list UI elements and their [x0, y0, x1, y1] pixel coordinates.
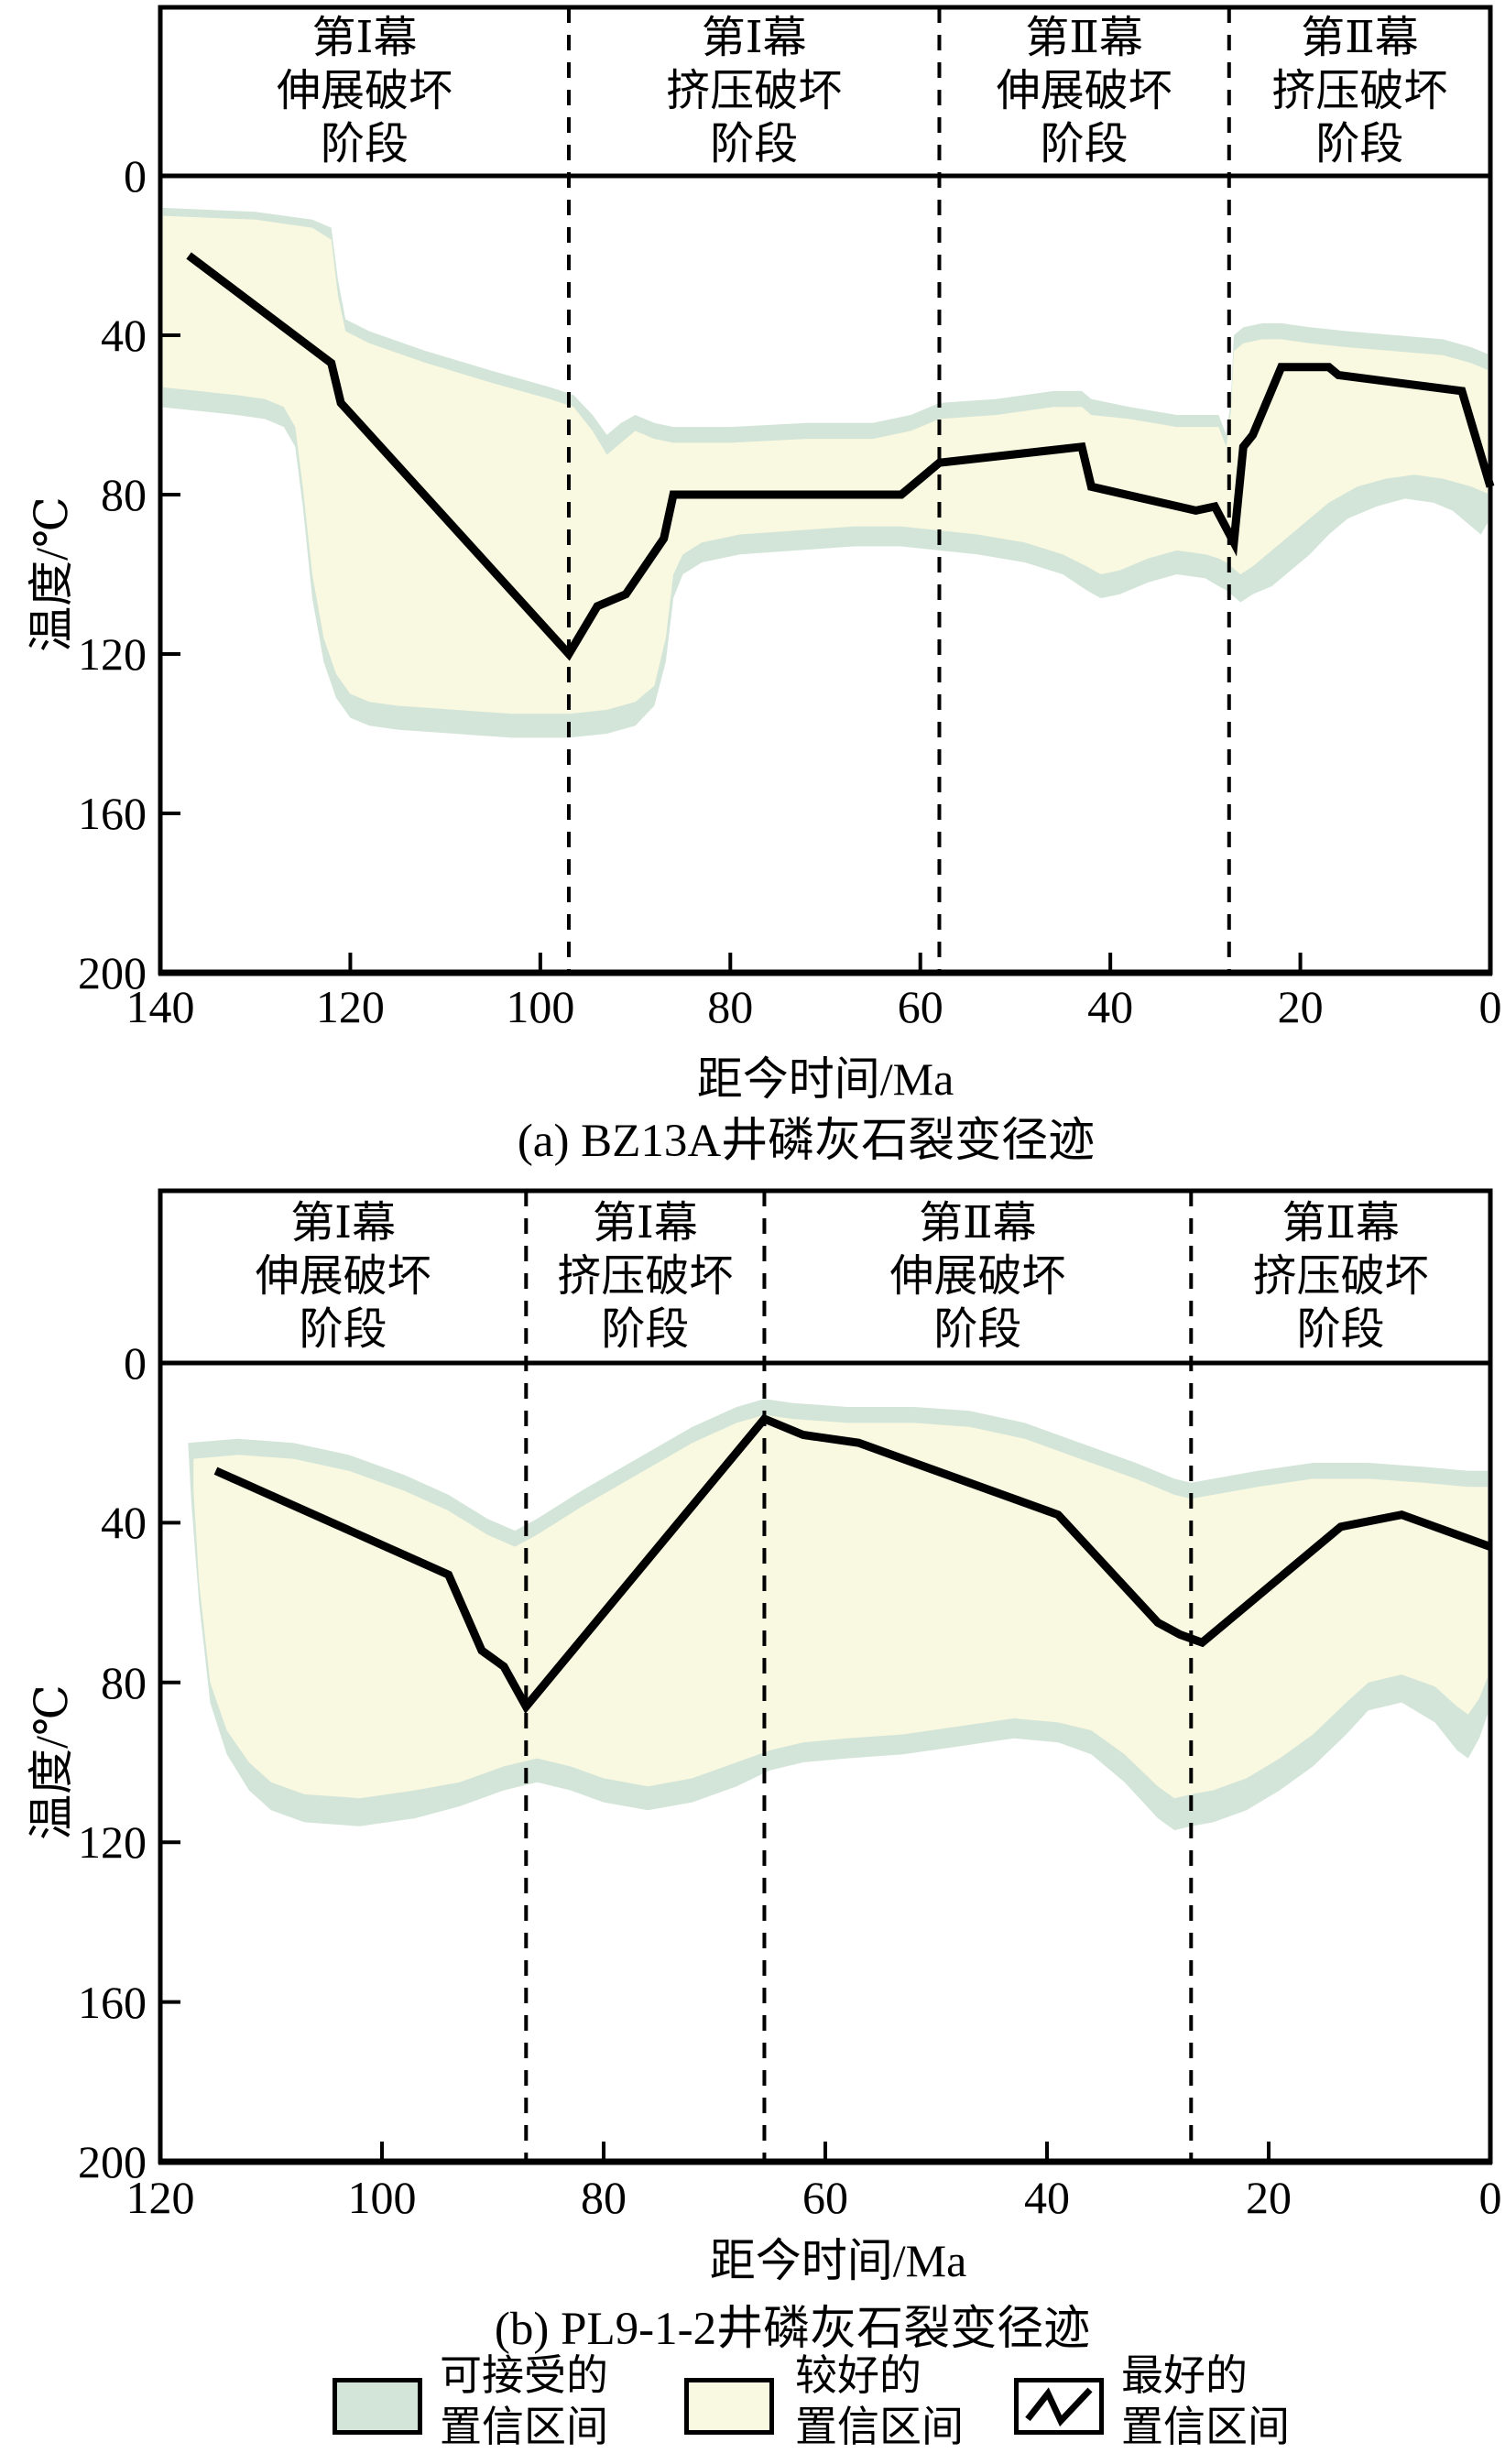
stage-label-line: 第Ⅰ幕: [701, 14, 807, 62]
caption-panel-a: (a) BZ13A井磷灰石裂变径迹: [517, 1116, 1096, 1167]
caption-panel-b: (b) PL9-1-2井磷灰石裂变径迹: [494, 2304, 1091, 2355]
stage-label-line: 第Ⅱ幕: [1025, 14, 1143, 62]
y-tick-label: 200: [78, 2136, 147, 2187]
y-tick-label: 120: [78, 1816, 147, 1869]
legend-label-line: 置信区间: [440, 2404, 608, 2450]
stage-label-b-3: 第Ⅱ幕 伸展破坏 阶段: [764, 1194, 1191, 1359]
legend-label-line: 置信区间: [795, 2404, 964, 2450]
stage-label-line: 第Ⅰ幕: [592, 1199, 698, 1248]
x-tick-label: 0: [1478, 2172, 1502, 2223]
x-tick-label: 140: [125, 981, 195, 1032]
y-tick-label: 160: [78, 1976, 147, 2028]
x-axis-title-panel-b: 距今时间/Ma: [709, 2235, 967, 2286]
stage-label-b-1: 第Ⅰ幕 伸展破坏 阶段: [160, 1194, 526, 1359]
stage-label-a-2: 第Ⅰ幕挤压破坏阶段: [569, 11, 939, 172]
y-tick-label: 40: [101, 310, 147, 361]
x-tick-label: 80: [581, 2172, 627, 2223]
x-tick-label: 80: [707, 981, 754, 1032]
stage-label-line: 伸展破坏: [996, 67, 1172, 115]
stage-label-line: 阶段: [320, 120, 409, 169]
y-tick-label: 80: [101, 469, 147, 520]
x-tick-label: 20: [1246, 2172, 1292, 2223]
best-fit-line-panel-a: [186, 252, 1495, 661]
x-tick-label: 60: [802, 2172, 848, 2223]
stage-label-a-4: 第Ⅱ幕挤压破坏阶段: [1229, 11, 1490, 172]
stage-label-line: 挤压破坏: [666, 67, 843, 115]
stage-label-line: 阶段: [1315, 120, 1404, 169]
y-tick-label: 80: [101, 1656, 147, 1708]
stage-label-line: 第Ⅱ幕: [1281, 1199, 1400, 1248]
y-axis-title-panel-b: 温度/℃: [26, 1684, 77, 1840]
x-tick-label: 60: [897, 981, 943, 1032]
stage-label-a-3: 第Ⅱ幕伸展破坏阶段: [939, 11, 1228, 172]
legend-label-line: 置信区间: [1121, 2404, 1290, 2450]
stage-label-line: 阶段: [1040, 120, 1129, 169]
x-tick-label: 40: [1024, 2172, 1070, 2223]
y-tick-label: 40: [101, 1497, 147, 1549]
stage-label-line: 挤压破坏: [1252, 1252, 1429, 1301]
x-tick-label: 100: [347, 2172, 417, 2223]
stage-label-line: 阶段: [933, 1305, 1022, 1354]
best-interval-swatch: [1014, 2378, 1104, 2435]
best-fit-line-panel-b: [213, 1413, 1492, 1714]
x-tick-label: 120: [125, 2172, 195, 2223]
better-confidence-band-panel-b: [193, 1414, 1488, 1799]
stage-label-line: 第Ⅱ幕: [919, 1199, 1037, 1248]
stage-label-line: 第Ⅱ幕: [1301, 14, 1419, 62]
acceptable-interval-label: 可接受的 置信区间: [440, 2350, 608, 2453]
y-tick-label: 120: [78, 628, 147, 680]
stage-label-line: 第Ⅰ幕: [290, 1199, 397, 1248]
stage-label-a-1: 第Ⅰ幕伸展破坏阶段: [160, 11, 569, 172]
better-interval-label: 较好的 置信区间: [795, 2350, 964, 2453]
stage-label-line: 伸展破坏: [255, 1252, 431, 1301]
stage-label-line: 挤压破坏: [1271, 67, 1448, 115]
stage-label-b-4: 第Ⅱ幕 挤压破坏 阶段: [1191, 1194, 1490, 1359]
stage-label-line: 阶段: [299, 1305, 387, 1354]
legend-label-line: 最好的: [1121, 2352, 1248, 2399]
stage-label-line: 阶段: [1296, 1305, 1385, 1354]
stage-label-line: 第Ⅰ幕: [311, 14, 418, 62]
acceptable-interval-swatch: [333, 2378, 422, 2435]
better-interval-swatch: [684, 2378, 774, 2435]
stage-label-line: 挤压破坏: [557, 1252, 734, 1301]
y-tick-label: 0: [124, 150, 147, 202]
x-tick-label: 100: [506, 981, 575, 1032]
y-tick-label: 0: [124, 1337, 147, 1389]
y-tick-label: 200: [78, 947, 147, 998]
y-tick-label: 160: [78, 788, 147, 839]
x-tick-label: 40: [1087, 981, 1134, 1032]
best-interval-label: 最好的 置信区间: [1121, 2350, 1290, 2453]
x-tick-label: 0: [1478, 981, 1502, 1032]
better-confidence-band-panel-a: [163, 215, 1488, 714]
x-tick-label: 20: [1277, 981, 1324, 1032]
stage-label-line: 伸展破坏: [276, 67, 453, 115]
best-fit-line-icon: [1025, 2387, 1093, 2427]
x-axis-title-panel-a: 距今时间/Ma: [696, 1053, 954, 1105]
legend-label-line: 可接受的: [440, 2352, 608, 2399]
stage-label-line: 阶段: [710, 120, 799, 169]
stage-label-line: 伸展破坏: [889, 1252, 1066, 1301]
stage-label-line: 阶段: [601, 1305, 690, 1354]
legend-label-line: 较好的: [795, 2352, 922, 2399]
y-axis-title-panel-a: 温度/℃: [26, 496, 77, 652]
stage-label-b-2: 第Ⅰ幕 挤压破坏 阶段: [526, 1194, 764, 1359]
x-tick-label: 120: [315, 981, 385, 1032]
